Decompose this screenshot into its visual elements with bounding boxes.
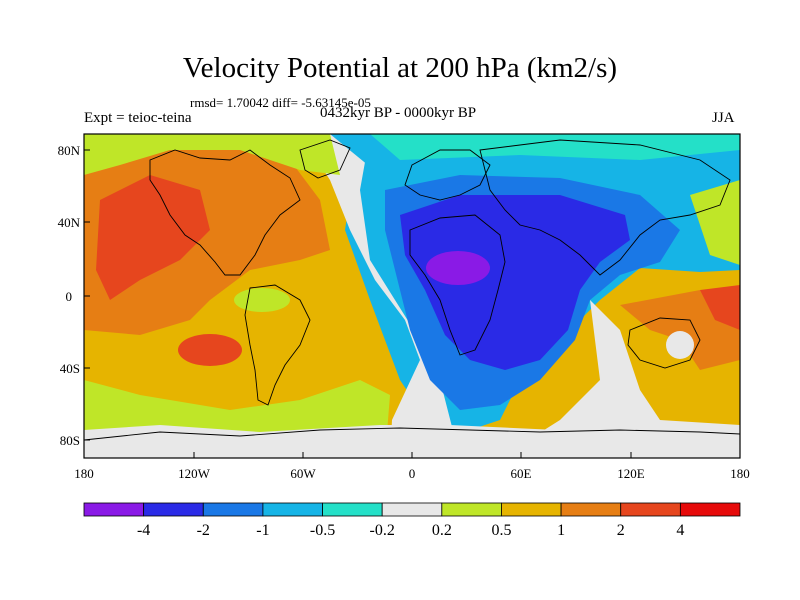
colorbar-swatch	[262, 502, 323, 517]
lon-tick-label: 60W	[290, 466, 316, 481]
field-strong-positive-south	[178, 334, 242, 366]
colorbar-label: 0.2	[432, 522, 452, 539]
lat-tick-label: 0	[66, 289, 73, 304]
axis-ticks	[83, 149, 741, 458]
colorbar-label: -4	[137, 522, 150, 539]
lon-tick-label: 180	[74, 466, 94, 481]
lon-tick-label: 120E	[617, 466, 645, 481]
lon-tick-label: 0	[409, 466, 416, 481]
period-label: 0432kyr BP - 0000kyr BP	[320, 105, 477, 121]
coastline-europe	[404, 149, 491, 201]
lon-tick-label: 180	[730, 466, 750, 481]
field-zero-band-atlantic	[300, 134, 460, 458]
colorbar-label: -0.2	[370, 522, 395, 539]
colorbar-label: 1	[557, 522, 565, 539]
coastline-antarctica	[84, 427, 740, 441]
field-extreme-negative	[426, 251, 490, 285]
lat-tick-label: 40N	[58, 215, 81, 230]
lat-tick-labels: 80N 40N 0 40S 80S	[58, 143, 81, 448]
coastlines	[84, 139, 740, 441]
field-weak-positive-central	[234, 288, 290, 312]
colorbar-label: -0.5	[310, 522, 335, 539]
lon-tick-label: 120W	[178, 466, 211, 481]
coastline-south-america	[244, 284, 311, 406]
colorbar-swatch	[560, 502, 622, 517]
field-zero-band-indian	[500, 300, 740, 458]
lon-tick-labels: 180 120W 60W 0 60E 120E 180	[74, 466, 750, 481]
colorbar-swatch	[381, 502, 443, 517]
colorbar-swatch	[679, 502, 741, 517]
colorbar-swatch	[620, 502, 681, 517]
coastline-africa	[409, 214, 506, 356]
field-near-zero-neg-north	[370, 134, 740, 160]
field-near-zero-australia	[666, 331, 694, 359]
contour-field	[84, 134, 740, 458]
field-strong-negative-core	[400, 195, 630, 370]
coastline-australia	[627, 317, 701, 369]
map-title: Velocity Potential at 200 hPa (km2/s)	[182, 52, 618, 84]
colorbar-label: 4	[676, 522, 684, 539]
colorbar-label: -2	[197, 522, 210, 539]
field-weak-positive-east	[690, 180, 740, 265]
field-weak-positive-north	[84, 134, 340, 175]
colorbar-swatch	[322, 502, 383, 517]
coastline-greenland	[299, 139, 351, 179]
colorbar-swatch	[441, 502, 502, 517]
lat-tick-label: 80S	[60, 433, 80, 448]
colorbar-label: 2	[617, 522, 625, 539]
field-strong-positive-west	[96, 175, 210, 300]
experiment-label: Expt = teioc-teina	[84, 110, 192, 126]
rmsd-diff-stats: rmsd= 1.70042 diff= -5.63145e-05	[190, 95, 371, 110]
coastline-north-america	[149, 149, 301, 276]
colorbar-label: -1	[256, 522, 269, 539]
lat-tick-label: 40S	[60, 361, 80, 376]
colorbar: -4 -2 -1 -0.5 -0.2 0.2 0.5 1 2 4	[83, 502, 741, 539]
lon-tick-label: 60E	[511, 466, 532, 481]
colorbar-swatch	[202, 502, 264, 517]
coastline-asia	[479, 139, 731, 276]
colorbar-swatch	[83, 502, 145, 517]
field-antarctic	[84, 425, 740, 458]
colorbar-swatch	[143, 502, 204, 517]
field-strong-positive-east	[700, 285, 740, 330]
lat-tick-label: 80N	[58, 143, 81, 158]
colorbar-label: 0.5	[491, 522, 511, 539]
season-label: JJA	[712, 110, 735, 126]
colorbar-swatch	[501, 502, 562, 517]
